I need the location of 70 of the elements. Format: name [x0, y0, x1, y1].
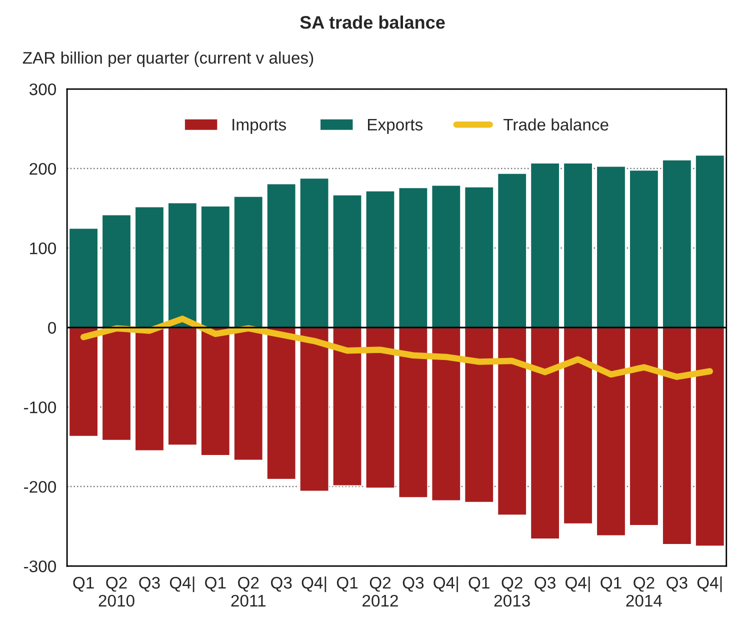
bar	[628, 170, 660, 328]
x-tick-label: Q2 2013	[494, 576, 530, 607]
bar	[266, 326, 296, 480]
bar	[167, 202, 198, 328]
bar	[694, 154, 725, 328]
bar	[628, 326, 660, 526]
x-tick-label: Q1	[73, 576, 94, 592]
legend-label: Trade balance	[503, 118, 608, 131]
y-axis-title: ZAR billion per quarter (current v alues)	[22, 52, 314, 68]
x-tick-label: Q3	[534, 576, 556, 592]
bar	[464, 326, 494, 503]
bar	[497, 172, 528, 328]
y-tick-label: 0	[48, 322, 56, 334]
bar	[233, 196, 264, 328]
bar	[332, 326, 362, 486]
y-tick-label: 300	[29, 83, 56, 96]
bar	[431, 326, 462, 502]
bar	[497, 326, 528, 516]
x-tick-label: Q1	[600, 576, 622, 592]
x-tick-label: Q3	[139, 576, 160, 592]
bar	[365, 326, 396, 489]
x-tick-label: Q1	[468, 576, 490, 592]
bar	[596, 326, 626, 536]
bar	[167, 326, 198, 446]
x-tick-label: Q2 2012	[362, 576, 398, 607]
bar	[530, 326, 560, 540]
bar	[398, 187, 428, 328]
bar	[562, 326, 594, 524]
bar	[200, 205, 230, 328]
bar	[530, 162, 560, 328]
x-tick-label: Q2 2014	[626, 576, 662, 607]
x-tick-label: Q2 2010	[98, 576, 134, 607]
bar	[464, 186, 494, 328]
bar	[101, 326, 132, 441]
x-tick-label: Q1	[205, 576, 226, 592]
bar	[694, 326, 725, 547]
bar	[596, 166, 626, 328]
bar	[662, 159, 692, 328]
bar	[562, 162, 594, 328]
x-tick-label: Q1	[336, 576, 358, 592]
x-tick-label: Q2 2011	[231, 576, 266, 607]
x-tick-label: Q3	[271, 576, 292, 592]
bar	[101, 214, 132, 328]
x-tick-label: Q4|	[302, 576, 326, 592]
x-tick-label: Q4|	[697, 576, 722, 592]
x-tick-label: Q4|	[434, 576, 458, 592]
bar	[365, 190, 396, 328]
x-tick-label: Q3	[666, 576, 688, 592]
bar	[266, 183, 296, 328]
x-tick-label: Q4|	[566, 576, 590, 592]
y-tick-label: 200	[30, 162, 56, 175]
bar	[332, 194, 362, 328]
bar	[299, 178, 330, 328]
x-tick-label: Q4|	[170, 576, 194, 592]
legend-label: Imports	[232, 118, 286, 134]
y-tick-label: -300	[24, 560, 56, 572]
bar	[431, 184, 462, 328]
bar	[662, 326, 692, 546]
chart-title: SA trade balance	[300, 16, 445, 29]
x-tick-label: Q3	[402, 576, 424, 592]
legend-label: Exports	[368, 118, 423, 134]
bar	[68, 228, 99, 328]
bar	[200, 326, 230, 456]
y-tick-label: -100	[24, 401, 56, 414]
bar	[299, 326, 330, 492]
y-tick-label: -200	[24, 480, 56, 493]
bar	[134, 206, 165, 328]
bar	[398, 326, 428, 498]
y-tick-label: 100	[30, 242, 56, 254]
bar	[68, 326, 99, 438]
